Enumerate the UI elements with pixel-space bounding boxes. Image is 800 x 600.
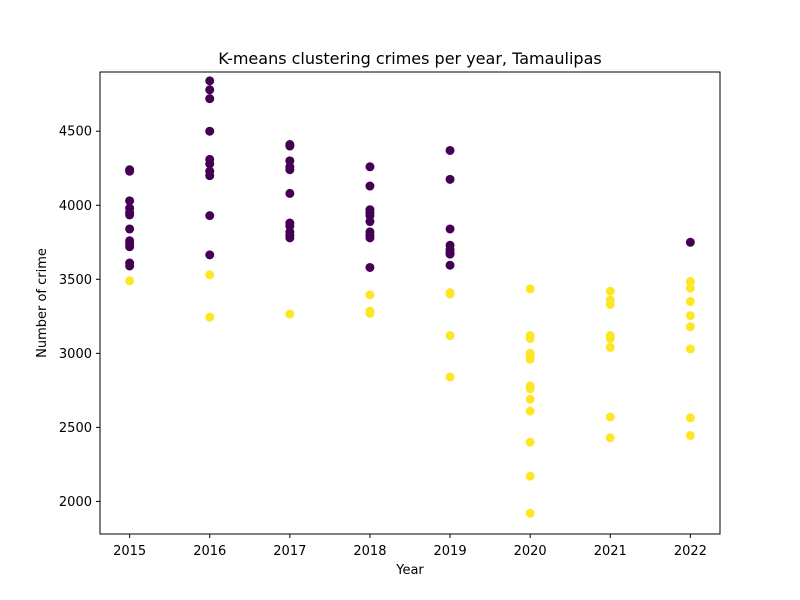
data-point bbox=[525, 334, 535, 344]
x-axis-label: Year bbox=[395, 563, 424, 578]
data-point bbox=[445, 145, 455, 155]
data-point bbox=[685, 322, 695, 332]
data-point bbox=[125, 224, 135, 234]
data-point bbox=[285, 141, 295, 151]
data-point bbox=[285, 309, 295, 319]
x-tick-label: 2015 bbox=[113, 544, 146, 559]
data-point bbox=[445, 174, 455, 184]
data-point bbox=[685, 344, 695, 354]
x-tick-label: 2022 bbox=[674, 544, 707, 559]
data-point bbox=[525, 437, 535, 447]
data-point bbox=[365, 217, 375, 227]
x-tick-label: 2018 bbox=[353, 544, 386, 559]
data-point bbox=[205, 270, 215, 280]
data-point bbox=[525, 384, 535, 394]
data-point bbox=[205, 250, 215, 260]
y-tick-label: 2500 bbox=[59, 421, 92, 436]
data-point bbox=[205, 85, 215, 95]
data-point bbox=[605, 286, 615, 296]
data-point bbox=[365, 181, 375, 191]
data-point bbox=[605, 299, 615, 309]
data-point bbox=[125, 166, 135, 176]
data-point bbox=[125, 210, 135, 220]
data-point bbox=[205, 312, 215, 322]
data-point bbox=[525, 471, 535, 481]
x-tick-label: 2020 bbox=[514, 544, 547, 559]
data-point bbox=[525, 406, 535, 416]
data-point bbox=[445, 224, 455, 234]
data-point bbox=[445, 289, 455, 299]
data-point bbox=[525, 354, 535, 364]
data-point bbox=[685, 431, 695, 441]
ticks-layer: 2015 2016 2017 2018 2019 2020 2021 2022 2000 2500… bbox=[59, 125, 707, 559]
data-point bbox=[445, 249, 455, 259]
data-point bbox=[205, 76, 215, 86]
data-point bbox=[685, 237, 695, 247]
data-point bbox=[685, 413, 695, 423]
data-point bbox=[285, 233, 295, 243]
data-point bbox=[365, 308, 375, 318]
data-point bbox=[205, 159, 215, 169]
chart-title: K-means clustering crimes per year, Tama… bbox=[218, 49, 601, 68]
data-point bbox=[205, 126, 215, 136]
data-point bbox=[125, 261, 135, 271]
data-point bbox=[125, 242, 135, 252]
data-point bbox=[285, 188, 295, 198]
data-point bbox=[605, 433, 615, 443]
data-point bbox=[205, 171, 215, 181]
data-point bbox=[685, 311, 695, 321]
y-tick-label: 4000 bbox=[59, 199, 92, 214]
data-point bbox=[365, 162, 375, 172]
data-point bbox=[685, 297, 695, 307]
y-tick-label: 2000 bbox=[59, 495, 92, 510]
y-tick-label: 3500 bbox=[59, 273, 92, 288]
data-point bbox=[605, 412, 615, 422]
data-point bbox=[125, 276, 135, 286]
y-tick-label: 4500 bbox=[59, 125, 92, 140]
data-point bbox=[685, 283, 695, 293]
data-point bbox=[445, 372, 455, 382]
x-tick-label: 2016 bbox=[193, 544, 226, 559]
data-point bbox=[285, 165, 295, 175]
data-point bbox=[525, 394, 535, 404]
data-point bbox=[205, 94, 215, 104]
data-point bbox=[605, 334, 615, 344]
y-tick-label: 3000 bbox=[59, 347, 92, 362]
data-point bbox=[685, 277, 695, 287]
x-tick-label: 2019 bbox=[434, 544, 467, 559]
points-layer bbox=[125, 76, 695, 518]
plot-frame bbox=[99, 71, 721, 535]
x-tick-label: 2021 bbox=[594, 544, 627, 559]
data-point bbox=[605, 342, 615, 352]
data-point bbox=[205, 211, 215, 221]
x-tick-label: 2017 bbox=[273, 544, 306, 559]
data-point bbox=[445, 260, 455, 270]
y-axis-label: Number of crime bbox=[35, 248, 50, 358]
data-point bbox=[365, 233, 375, 243]
data-point bbox=[445, 331, 455, 341]
data-point bbox=[525, 508, 535, 518]
data-point bbox=[125, 196, 135, 206]
data-point bbox=[525, 284, 535, 294]
data-point bbox=[365, 290, 375, 300]
data-point bbox=[365, 262, 375, 272]
